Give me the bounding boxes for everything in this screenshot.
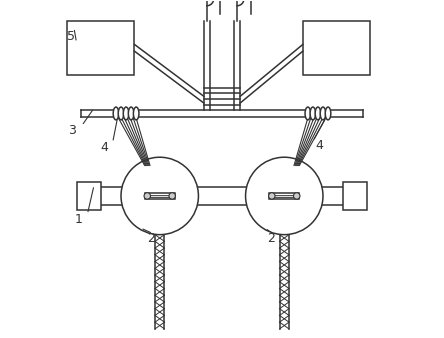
Ellipse shape [113,107,119,120]
Circle shape [121,157,198,235]
Bar [146,195,173,197]
Circle shape [144,193,151,199]
Text: 2: 2 [267,232,275,244]
Bar [343,182,367,210]
Ellipse shape [310,107,316,120]
Text: 1: 1 [75,213,83,226]
Ellipse shape [305,107,311,120]
Text: 4: 4 [100,141,108,153]
Circle shape [293,193,300,199]
Ellipse shape [133,107,139,120]
Ellipse shape [128,107,134,120]
Bar [269,193,299,199]
Ellipse shape [320,107,326,120]
Ellipse shape [325,107,331,120]
Text: 2: 2 [147,232,155,244]
Bar [271,195,298,197]
Circle shape [246,157,323,235]
Text: 5: 5 [67,29,75,43]
Ellipse shape [118,107,124,120]
Bar [67,21,135,75]
Bar [145,193,175,199]
Circle shape [169,193,175,199]
Text: 3: 3 [68,124,76,137]
Bar [303,21,370,75]
Ellipse shape [123,107,129,120]
Circle shape [269,193,275,199]
Text: 4: 4 [316,139,324,152]
Bar [77,182,101,210]
Ellipse shape [315,107,321,120]
